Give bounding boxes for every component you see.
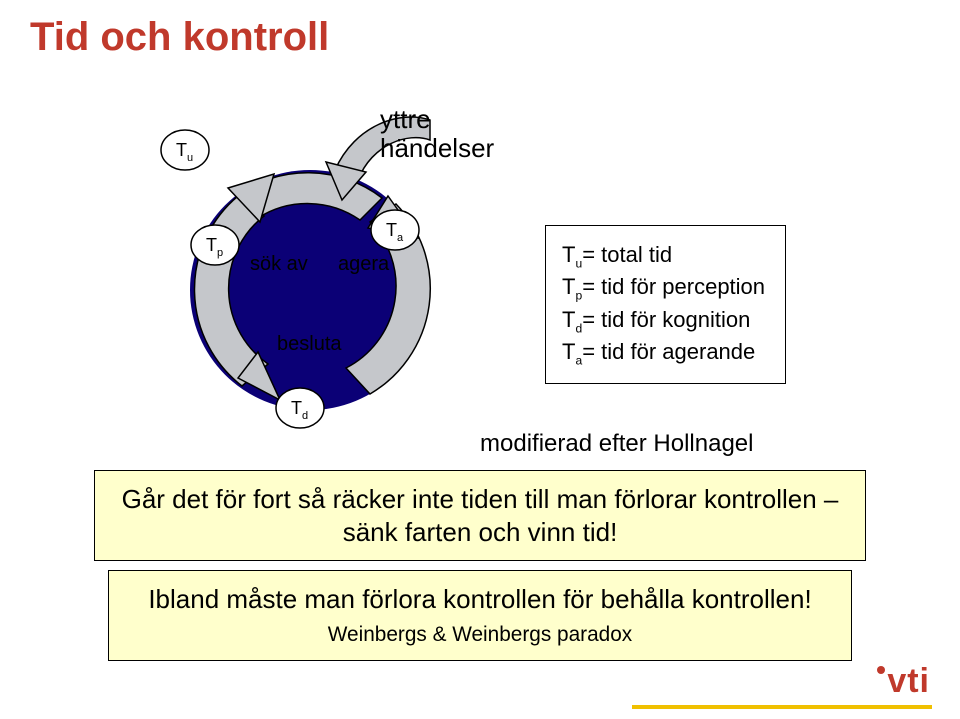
node-Tp: T p (191, 225, 239, 265)
legend-line-2: Td= tid för kognition (562, 305, 765, 337)
legend-box: Tu= total tid Tp= tid för perception Td=… (545, 225, 786, 384)
box1-line1: Går det för fort så räcker inte tiden ti… (122, 484, 839, 514)
node-Td: T d (276, 388, 324, 428)
svg-text:d: d (302, 410, 308, 422)
vti-logo-text: vti (887, 662, 930, 700)
page-title: Tid och kontroll (30, 15, 329, 60)
legend-line-3: Ta= tid för agerande (562, 337, 765, 369)
legend-line-1: Tp= tid för perception (562, 272, 765, 304)
box2-line2: Weinbergs & Weinbergs paradox (328, 623, 632, 646)
yttre-label: yttre händelser (380, 105, 494, 162)
vti-logo-dot-icon (877, 666, 885, 674)
box2-line1: Ibland måste man förlora kontrollen för … (148, 584, 811, 614)
highlight-box-1: Går det för fort så räcker inte tiden ti… (94, 470, 866, 561)
svg-text:T: T (386, 220, 397, 240)
svg-text:a: a (397, 232, 404, 244)
svg-text:T: T (176, 140, 187, 160)
footer-accent-bar (632, 705, 932, 709)
highlight-box-2: Ibland måste man förlora kontrollen för … (108, 570, 852, 661)
box1-line2: sänk farten och vinn tid! (343, 517, 618, 547)
yttre-line2: händelser (380, 133, 494, 163)
label-agera: agera (338, 253, 390, 275)
yttre-line1: yttre (380, 104, 431, 134)
slide: Tid och kontroll sök av agera (0, 0, 960, 719)
svg-text:T: T (291, 398, 302, 418)
label-besluta: besluta (277, 333, 342, 355)
svg-text:T: T (206, 235, 217, 255)
legend-line-0: Tu= total tid (562, 240, 765, 272)
node-Ta: T a (371, 210, 419, 250)
svg-text:p: p (217, 247, 223, 259)
modified-label: modifierad efter Hollnagel (480, 430, 753, 458)
vti-logo: vti (877, 662, 930, 701)
node-Tu: T u (161, 130, 209, 170)
svg-text:u: u (187, 152, 193, 164)
label-sok-av: sök av (250, 253, 308, 275)
